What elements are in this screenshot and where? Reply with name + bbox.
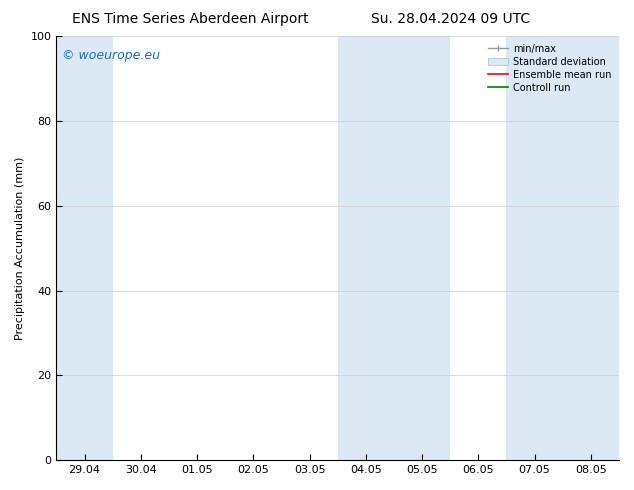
Bar [56, 36, 113, 460]
Legend: min/max, Standard deviation, Ensemble mean run, Controll run: min/max, Standard deviation, Ensemble me… [486, 41, 614, 96]
Y-axis label: Precipitation Accumulation (mm): Precipitation Accumulation (mm) [15, 156, 25, 340]
Bar [338, 36, 450, 460]
Text: Su. 28.04.2024 09 UTC: Su. 28.04.2024 09 UTC [371, 12, 529, 26]
Bar [507, 36, 619, 460]
Text: © woeurope.eu: © woeurope.eu [62, 49, 160, 62]
Text: ENS Time Series Aberdeen Airport: ENS Time Series Aberdeen Airport [72, 12, 309, 26]
